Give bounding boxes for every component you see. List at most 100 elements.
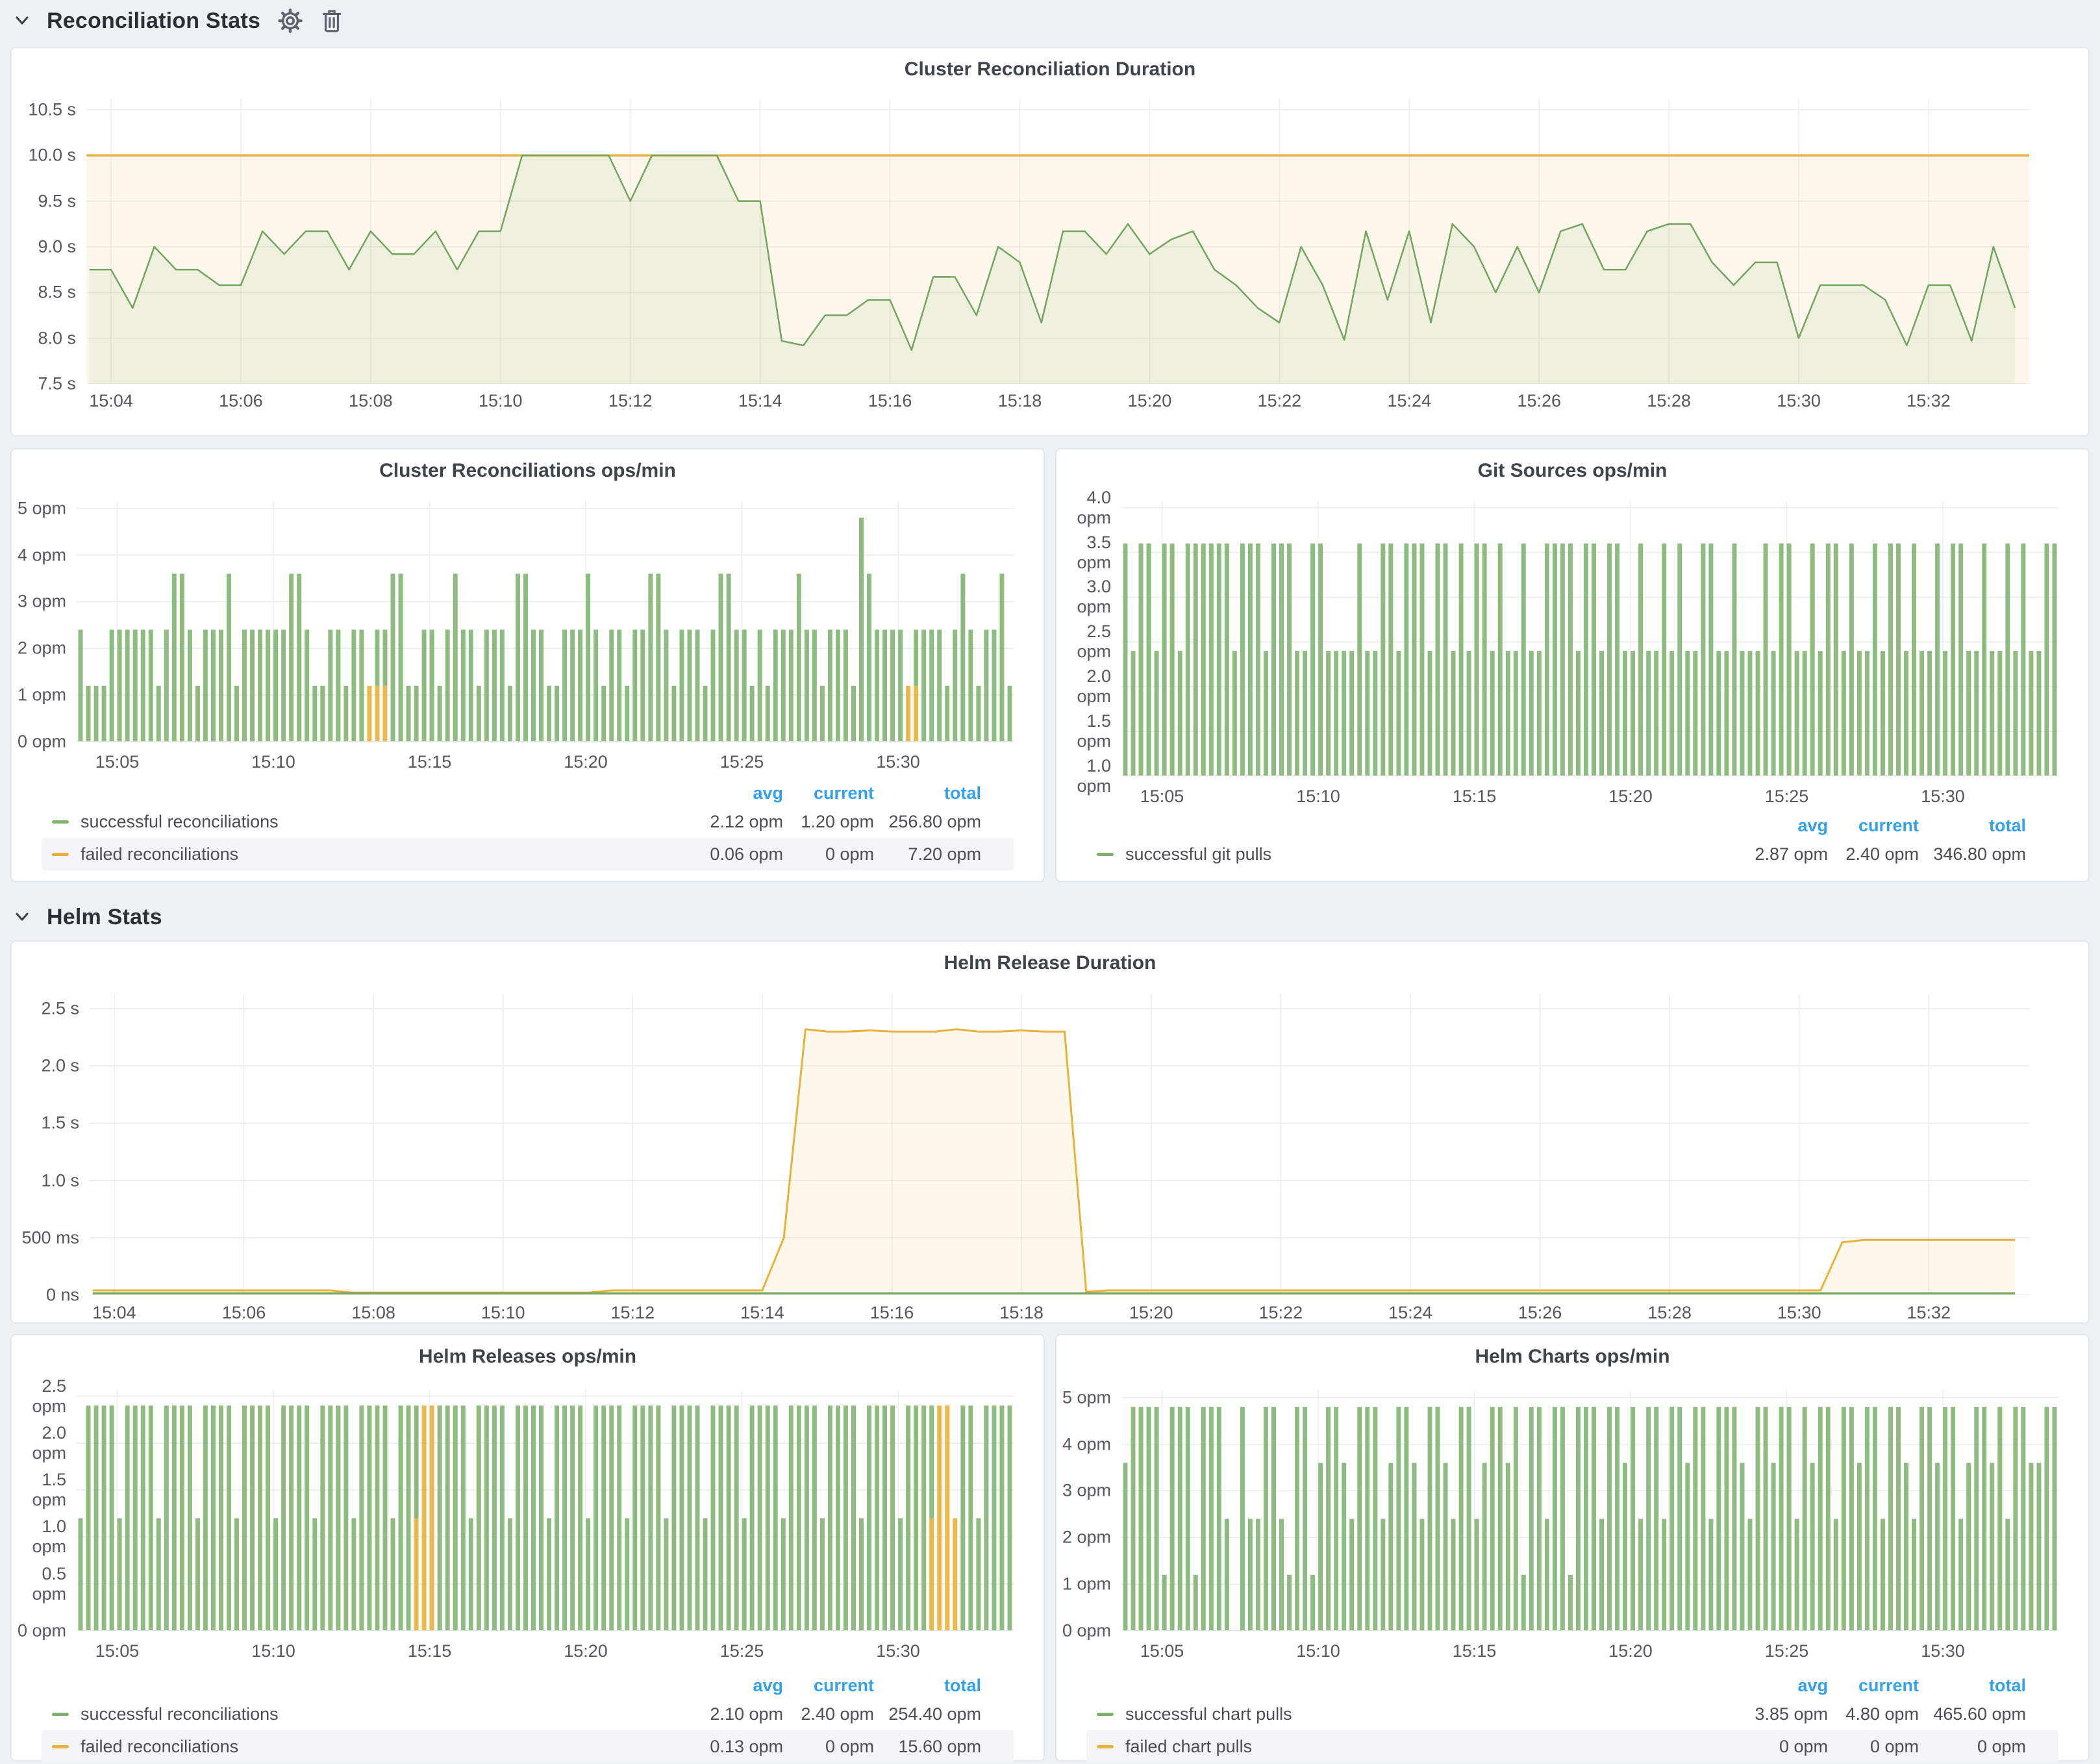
bar-successful[interactable] — [445, 630, 450, 742]
bar-successful[interactable] — [1685, 651, 1690, 776]
bar-successful[interactable] — [547, 686, 551, 742]
bar-successful[interactable] — [797, 1405, 801, 1631]
chevron-down-icon[interactable] — [14, 16, 30, 26]
bar-successful[interactable] — [656, 573, 660, 742]
bar-successful[interactable] — [1162, 1575, 1167, 1631]
bar-successful[interactable] — [890, 1405, 895, 1631]
bar-successful[interactable] — [1381, 1519, 1385, 1631]
bar-successful[interactable] — [1732, 544, 1736, 776]
bar-successful[interactable] — [1349, 1519, 1354, 1631]
bar-successful[interactable] — [1404, 544, 1408, 776]
bar-successful[interactable] — [820, 686, 825, 742]
bar-successful[interactable] — [1287, 544, 1292, 776]
bar-successful[interactable] — [1008, 1405, 1012, 1631]
bar-successful[interactable] — [1396, 1407, 1401, 1631]
bar-successful[interactable] — [1271, 544, 1276, 776]
bar-successful[interactable] — [648, 1405, 653, 1631]
bar-successful[interactable] — [1724, 1407, 1729, 1631]
bar-successful[interactable] — [1357, 1407, 1362, 1631]
bar-successful[interactable] — [1248, 1519, 1253, 1631]
bar-successful[interactable] — [141, 1405, 145, 1631]
bar-successful[interactable] — [562, 630, 567, 742]
bar-successful[interactable] — [2044, 1407, 2049, 1631]
bar-successful[interactable] — [1881, 651, 1885, 776]
bar-successful[interactable] — [1139, 544, 1144, 776]
bar-successful[interactable] — [1560, 1407, 1565, 1631]
bar-successful[interactable] — [1412, 1463, 1416, 1631]
bar-successful[interactable] — [1631, 651, 1635, 776]
bar-successful[interactable] — [1716, 651, 1721, 776]
bar-successful[interactable] — [195, 686, 200, 742]
bar-successful[interactable] — [1849, 544, 1854, 776]
bar-successful[interactable] — [1951, 544, 1955, 776]
bar-successful[interactable] — [828, 630, 832, 742]
bar-successful[interactable] — [1669, 651, 1674, 776]
section-title[interactable]: Helm Stats — [47, 905, 162, 930]
bar-successful[interactable] — [1545, 544, 1549, 776]
bar-successful[interactable] — [1194, 544, 1198, 776]
section-title[interactable]: Reconciliation Stats — [47, 8, 260, 34]
bar-successful[interactable] — [492, 630, 497, 742]
bar-successful[interactable] — [890, 630, 895, 742]
bar-successful[interactable] — [1756, 1407, 1760, 1631]
bar-successful[interactable] — [523, 573, 528, 742]
bar-successful[interactable] — [1201, 1407, 1206, 1631]
bar-successful[interactable] — [1529, 651, 1534, 776]
bar-successful[interactable] — [453, 1405, 458, 1631]
bar-successful[interactable] — [469, 1518, 473, 1631]
legend-series-toggle[interactable]: failed reconciliations — [52, 844, 676, 864]
bar-successful[interactable] — [773, 1405, 778, 1631]
bar-successful[interactable] — [1428, 1407, 1432, 1631]
bar-successful[interactable] — [625, 686, 629, 742]
bar-successful[interactable] — [547, 1518, 551, 1631]
bar-successful[interactable] — [656, 1405, 660, 1631]
bar-successful[interactable] — [1748, 1519, 1753, 1631]
bar-successful[interactable] — [1779, 1407, 1784, 1631]
bar-successful[interactable] — [438, 686, 442, 742]
bar-successful[interactable] — [875, 1405, 879, 1631]
bar-successful[interactable] — [1654, 651, 1658, 776]
bar-successful[interactable] — [1334, 651, 1338, 776]
bar-failed[interactable] — [375, 686, 379, 742]
bar-successful[interactable] — [516, 1405, 520, 1631]
bar-successful[interactable] — [484, 1405, 489, 1631]
bar-successful[interactable] — [1498, 544, 1503, 776]
bar-failed[interactable] — [430, 1405, 434, 1631]
bar-successful[interactable] — [1842, 1407, 1846, 1631]
bar-failed[interactable] — [953, 1518, 957, 1631]
bar-successful[interactable] — [1459, 544, 1464, 776]
bar-failed[interactable] — [937, 1405, 942, 1631]
bar-successful[interactable] — [203, 1405, 208, 1631]
bar-successful[interactable] — [586, 573, 590, 742]
bar-successful[interactable] — [1295, 1407, 1299, 1631]
bar-successful[interactable] — [1303, 651, 1307, 776]
bar-failed[interactable] — [383, 686, 388, 742]
bar-successful[interactable] — [906, 1405, 910, 1631]
bar-successful[interactable] — [797, 573, 801, 742]
bar-failed[interactable] — [422, 1405, 427, 1631]
bar-successful[interactable] — [1592, 1407, 1596, 1631]
bar-successful[interactable] — [1123, 544, 1128, 776]
bar-successful[interactable] — [750, 1405, 755, 1631]
bar-successful[interactable] — [266, 630, 270, 742]
bar-successful[interactable] — [399, 573, 403, 742]
chart-plot[interactable] — [90, 994, 2029, 1295]
bar-successful[interactable] — [94, 686, 99, 742]
bar-successful[interactable] — [1436, 544, 1440, 776]
bar-successful[interactable] — [1787, 544, 1792, 776]
bar-successful[interactable] — [594, 630, 598, 742]
chart-plot[interactable] — [77, 501, 1014, 742]
bar-successful[interactable] — [383, 630, 388, 686]
bar-successful[interactable] — [945, 686, 949, 742]
bar-successful[interactable] — [1248, 544, 1253, 776]
bar-failed[interactable] — [367, 686, 371, 742]
bar-successful[interactable] — [430, 630, 434, 742]
bar-successful[interactable] — [1646, 651, 1651, 776]
bar-successful[interactable] — [882, 630, 887, 742]
bar-successful[interactable] — [1475, 544, 1479, 776]
bar-successful[interactable] — [898, 630, 903, 742]
bar-successful[interactable] — [2021, 544, 2025, 776]
bar-successful[interactable] — [1951, 1407, 1955, 1631]
bar-successful[interactable] — [1467, 1407, 1471, 1631]
bar-successful[interactable] — [273, 630, 278, 742]
